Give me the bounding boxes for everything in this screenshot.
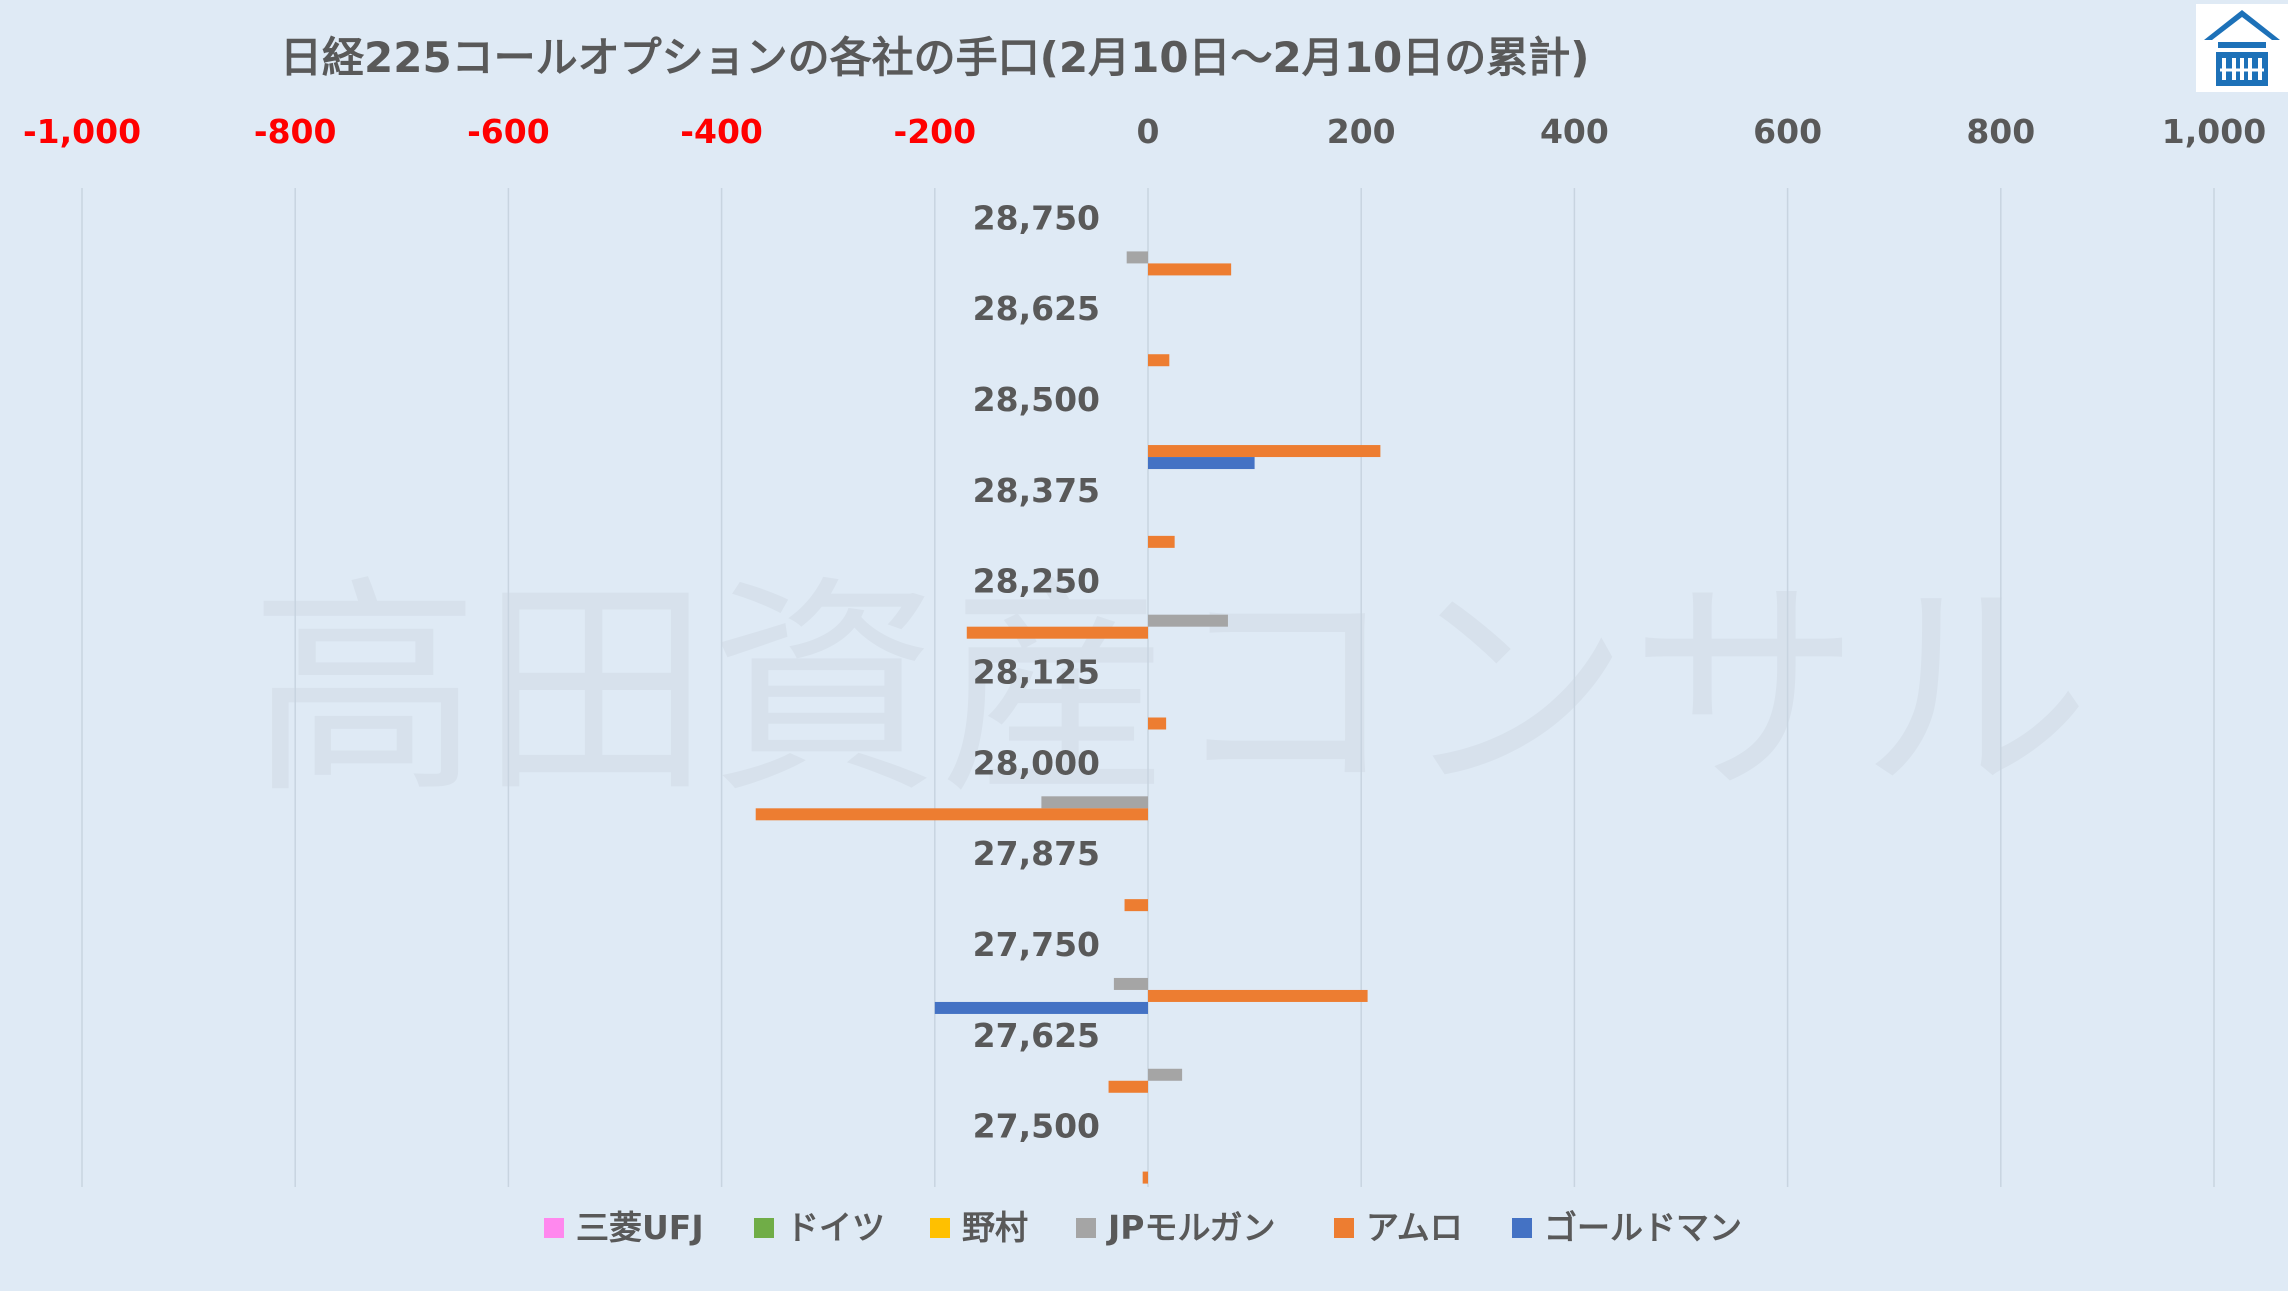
x-tick-label: -800 — [254, 112, 337, 151]
bar — [966, 626, 1148, 639]
bar — [1148, 354, 1170, 367]
bar — [1148, 445, 1381, 458]
bar — [1148, 263, 1232, 276]
category-label: 28,125 — [973, 653, 1100, 692]
gridlines — [81, 188, 2215, 1187]
x-axis-ticks: -1,000 -800 -600 -400 -200 0 200 400 600 800 1,000 — [23, 112, 2266, 151]
x-tick-label: 400 — [1540, 112, 1609, 151]
legend-label: ドイツ — [786, 1208, 885, 1247]
x-tick-label: -1,000 — [23, 112, 141, 151]
category-label: 28,000 — [973, 743, 1100, 782]
legend-label: ゴールドマン — [1544, 1208, 1742, 1247]
bars — [755, 251, 1381, 1184]
bar — [1041, 796, 1148, 809]
legend-swatch — [1076, 1218, 1096, 1238]
category-label: 28,250 — [973, 562, 1100, 601]
legend: 三菱UFJ ドイツ 野村 JPモルガン アムロ ゴールドマン — [544, 1208, 1742, 1247]
x-tick-label: 1,000 — [2162, 112, 2266, 151]
watermark-layer: 高田資産コンサル — [250, 558, 2090, 825]
legend-swatch — [754, 1218, 774, 1238]
watermark: 高田資産コンサル — [250, 558, 2090, 825]
x-tick-label: 600 — [1753, 112, 1822, 151]
x-tick-label: 800 — [1966, 112, 2035, 151]
x-tick-label: 200 — [1327, 112, 1396, 151]
legend-swatch — [1512, 1218, 1532, 1238]
category-label: 28,500 — [973, 380, 1100, 419]
bar — [1148, 717, 1167, 730]
company-logo — [2196, 4, 2288, 92]
bar — [1142, 1171, 1148, 1184]
bar — [1108, 1080, 1148, 1093]
category-label: 28,750 — [973, 198, 1100, 237]
bar — [934, 1001, 1148, 1014]
legend-label: アムロ — [1366, 1208, 1463, 1247]
x-tick-label: -200 — [894, 112, 977, 151]
x-tick-label: -600 — [467, 112, 550, 151]
bar — [1113, 977, 1148, 990]
bar — [1124, 899, 1148, 912]
x-tick-label: -400 — [680, 112, 763, 151]
bar — [1148, 1068, 1183, 1081]
category-label: 27,875 — [973, 834, 1100, 873]
category-label: 27,625 — [973, 1016, 1100, 1055]
category-labels: 28,750 28,625 28,500 28,375 28,250 28,125 28,0… — [973, 198, 1100, 1145]
legend-label: 野村 — [962, 1208, 1028, 1247]
category-label: 27,750 — [973, 925, 1100, 964]
bar — [1126, 251, 1148, 264]
legend-label: 三菱UFJ — [576, 1208, 704, 1247]
bar — [1148, 989, 1368, 1002]
x-tick-label: 0 — [1137, 112, 1160, 151]
bar — [1148, 457, 1255, 470]
category-label: 27,500 — [973, 1107, 1100, 1146]
category-label: 28,375 — [973, 471, 1100, 510]
legend-swatch — [544, 1218, 564, 1238]
chart-title: 日経225コールオプションの各社の手口(2月10日～2月10日の累計) — [280, 33, 1589, 82]
bar — [755, 808, 1148, 821]
legend-label: JPモルガン — [1106, 1208, 1275, 1247]
bar — [1148, 614, 1228, 627]
legend-swatch — [1334, 1218, 1354, 1238]
bar — [1148, 535, 1175, 548]
category-label: 28,625 — [973, 289, 1100, 328]
legend-swatch — [930, 1218, 950, 1238]
